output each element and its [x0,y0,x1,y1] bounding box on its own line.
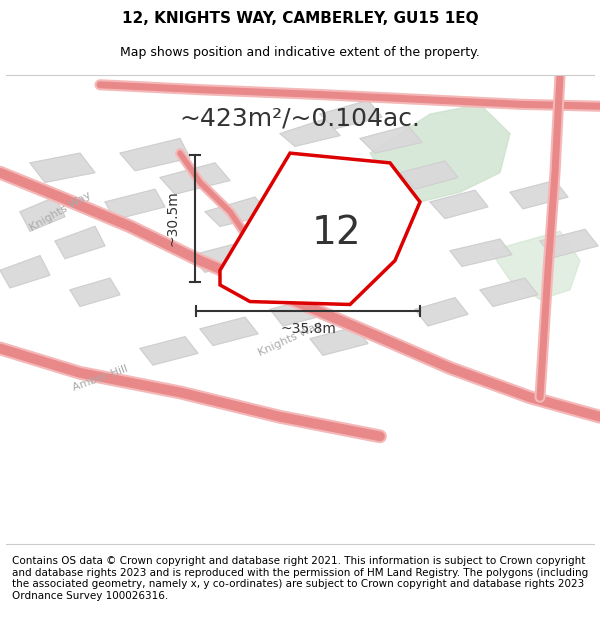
Polygon shape [120,139,190,171]
Polygon shape [280,119,340,146]
Polygon shape [270,298,328,326]
Text: 12: 12 [312,214,362,252]
Polygon shape [400,161,458,189]
Polygon shape [480,278,538,306]
Text: ~35.8m: ~35.8m [280,322,336,336]
Polygon shape [30,153,95,182]
Text: Amber Hill: Amber Hill [71,363,129,392]
Polygon shape [220,153,420,304]
Polygon shape [105,189,165,219]
Text: Contains OS data © Crown copyright and database right 2021. This information is : Contains OS data © Crown copyright and d… [12,556,588,601]
Polygon shape [360,126,422,153]
Polygon shape [370,104,510,202]
Polygon shape [320,101,382,129]
Polygon shape [205,197,270,226]
Polygon shape [415,298,468,326]
Text: ~423m²/~0.104ac.: ~423m²/~0.104ac. [179,107,421,131]
Polygon shape [510,181,568,209]
Polygon shape [0,256,50,288]
Text: Map shows position and indicative extent of the property.: Map shows position and indicative extent… [120,46,480,59]
Polygon shape [20,197,65,231]
Polygon shape [490,231,580,299]
Polygon shape [200,317,258,346]
Polygon shape [160,163,230,194]
Polygon shape [430,190,488,219]
Text: Knights Way: Knights Way [28,190,92,233]
Text: Knights Way: Knights Way [257,319,323,357]
Polygon shape [140,337,198,365]
Text: ~30.5m: ~30.5m [166,191,180,246]
Polygon shape [450,239,512,266]
Polygon shape [70,278,120,306]
Text: 12, KNIGHTS WAY, CAMBERLEY, GU15 1EQ: 12, KNIGHTS WAY, CAMBERLEY, GU15 1EQ [122,11,478,26]
Polygon shape [190,244,248,272]
Polygon shape [55,226,105,259]
Polygon shape [310,327,368,355]
Polygon shape [540,229,598,258]
Polygon shape [240,229,298,258]
